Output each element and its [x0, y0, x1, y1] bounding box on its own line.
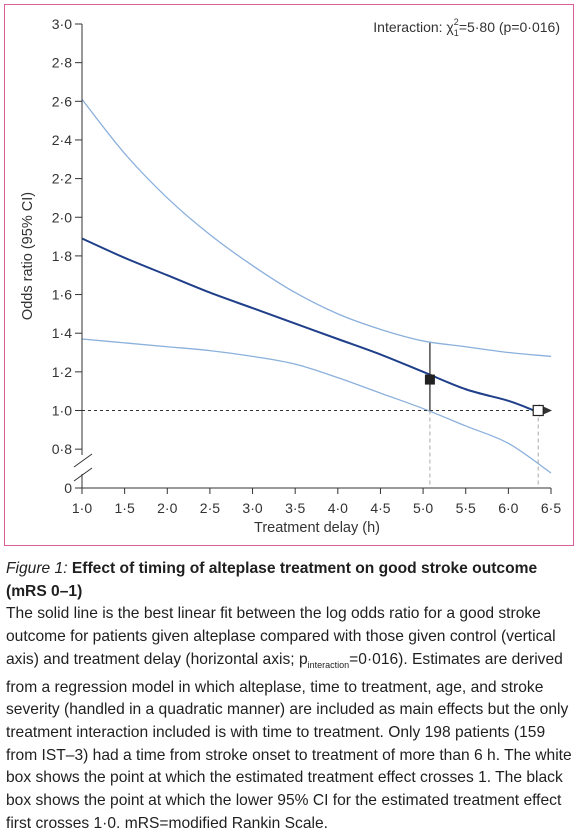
x-tick-label: 1·5: [115, 500, 135, 516]
y-tick-label: 1·0: [52, 403, 72, 419]
open-square-marker: [532, 404, 544, 417]
x-tick-label: 1·0: [72, 500, 92, 516]
y-tick-label: 0·8: [52, 441, 72, 457]
filled-square-marker: [424, 374, 435, 385]
y-tick-label: 1·8: [52, 248, 72, 264]
interaction-annotation: Interaction: χ2 1=5·80 (p=0·016): [373, 17, 560, 38]
caption-title-text: Effect of timing of alteplase treatment …: [6, 560, 538, 600]
x-tick-label: 5·5: [456, 500, 476, 516]
y-tick-label: 2·6: [52, 93, 72, 109]
upper-ci-line: [81, 98, 552, 358]
x-tick-label: 5·0: [413, 500, 433, 516]
y-tick-label: 1·6: [52, 287, 72, 303]
y-tick-label: 2·8: [52, 55, 72, 71]
axis-break-mark-1: [73, 453, 93, 468]
x-tick-label: 3·0: [242, 500, 262, 516]
chart: 0 0·8 1·0 1·2 1·4 1·6 1·8 2·0 2·2 2·4 2·6 2·8 3·0 1·0…: [20, 16, 561, 536]
y-tick-label: 0: [64, 480, 72, 496]
x-tick-label: 3·5: [285, 500, 305, 516]
caption-body-part2: =0·016). Estimates are derived from a re…: [6, 650, 572, 832]
y-tick-label: 3·0: [52, 16, 72, 32]
caption-body: The solid line is the best linear fit be…: [6, 603, 576, 835]
y-tick-label: 1·2: [52, 364, 72, 380]
estimate-line: [81, 237, 535, 412]
x-tick-label: 4·0: [328, 500, 348, 516]
x-tick-label: 2·5: [200, 500, 220, 516]
y-axis-label: Odds ratio (95% CI): [20, 192, 36, 320]
lower-ci-line: [81, 338, 552, 474]
axis-break-mark-2: [73, 467, 93, 482]
caption-body-sub: interaction: [307, 659, 350, 670]
y-tick-label: 2·0: [52, 209, 72, 225]
x-tick-label: 6·0: [498, 500, 518, 516]
figure-caption: Figure 1: Effect of timing of alteplase …: [6, 558, 576, 836]
x-tick-label: 6·5: [541, 500, 561, 516]
x-tick-label: 2·0: [157, 500, 177, 516]
x-tick-label: 4·5: [370, 500, 390, 516]
caption-title: Figure 1: Effect of timing of alteplase …: [6, 558, 576, 603]
x-axis-label: Treatment delay (h): [254, 520, 380, 536]
caption-body-part1: The solid line is the best linear fit be…: [6, 605, 556, 668]
figure-frame: [4, 4, 574, 546]
y-tick-label: 1·4: [52, 325, 72, 341]
y-tick-label: 2·2: [52, 171, 72, 187]
y-tick-label: 2·4: [52, 132, 72, 148]
figure-label: Figure 1:: [6, 560, 68, 577]
